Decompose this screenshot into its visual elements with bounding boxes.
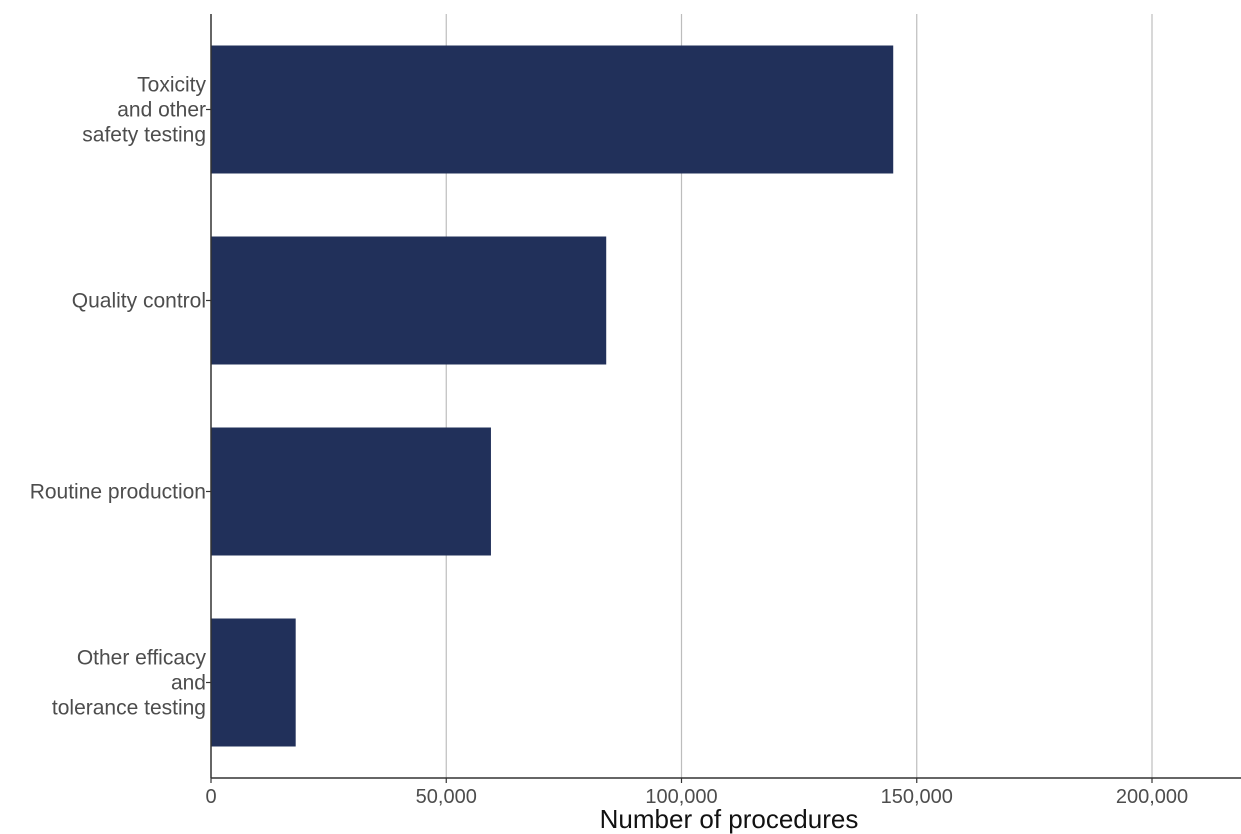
y-tick-label-line: tolerance testing (52, 697, 206, 720)
y-tick-label-line: Toxicity (137, 74, 206, 97)
y-axis-labels: Toxicity and other safety testing Quality c… (30, 74, 207, 720)
y-tick-label-line: Routine production (30, 481, 206, 504)
x-tick-label: 150,000 (881, 786, 953, 808)
x-tick-label: 0 (205, 786, 216, 808)
axes (206, 14, 1241, 783)
y-tick-label: Quality control (72, 290, 206, 313)
bar (211, 236, 607, 365)
x-tick-label: 200,000 (1116, 786, 1188, 808)
y-tick-label: Toxicity and other safety testing (82, 74, 206, 147)
y-tick-label-line: and (171, 672, 206, 695)
y-tick-label: Routine production (30, 481, 206, 504)
y-tick-label: Other efficacy and tolerance testing (52, 647, 207, 720)
y-tick-label-line: Other efficacy (77, 647, 207, 670)
bar (211, 427, 491, 556)
bar (211, 618, 296, 747)
bars (211, 45, 894, 747)
x-tick-label: 100,000 (645, 786, 717, 808)
bar (211, 45, 894, 174)
y-tick-label-line: and other (117, 99, 206, 122)
x-tick-label: 50,000 (416, 786, 477, 808)
y-tick-label-line: safety testing (82, 124, 206, 147)
y-tick-label-line: Quality control (72, 290, 206, 313)
x-axis-labels: 0 50,000 100,000 150,000 200,000 (205, 786, 1188, 808)
x-axis-title: Number of procedures (600, 804, 859, 834)
